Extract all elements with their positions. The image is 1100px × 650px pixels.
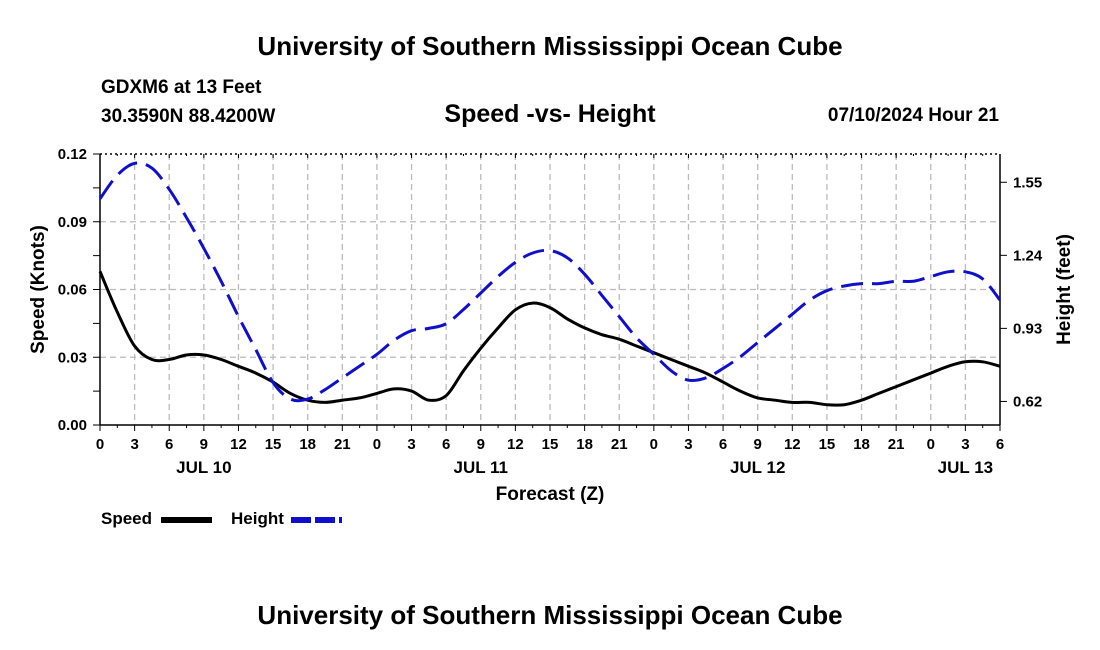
chart-subtitle: Speed -vs- Height [444,100,656,128]
date-label: JUL 11 [454,458,509,477]
series-line-speed [98,270,1001,407]
y2-tick-label: 1.55 [1013,174,1042,191]
y2-tick-label: 1.24 [1013,247,1043,264]
x-tick-label: 6 [996,436,1004,453]
x-tick-label: 21 [334,436,351,453]
x-tick-label: 6 [442,436,450,453]
x-axis-title: Forecast (Z) [496,484,605,505]
station-name: GDXM6 at 13 Feet [101,77,262,98]
x-tick-label: 15 [265,436,282,453]
x-tick-label: 3 [961,436,969,453]
x-tick-label: 9 [200,436,208,453]
x-tick-label: 3 [130,436,138,453]
x-tick-label: 9 [754,436,762,453]
x-tick-label: 12 [230,436,247,453]
x-tick-label: 3 [684,436,692,453]
y-axis-title: Speed (Knots) [28,225,49,354]
x-tick-label: 21 [611,436,628,453]
series-line-height [98,161,1002,403]
date-label: JUL 13 [938,458,993,477]
x-tick-label: 6 [719,436,727,453]
x-tick-label: 15 [542,436,559,453]
x-tick-label: 12 [784,436,801,453]
x-tick-label: 9 [477,436,485,453]
y-tick-label: 0.12 [58,146,87,163]
legend-speed-label: Speed [101,509,153,528]
x-tick-label: 0 [373,436,381,453]
x-tick-label: 6 [165,436,173,453]
y-tick-label: 0.09 [58,214,87,231]
x-tick-label: 15 [819,436,836,453]
forecast-datetime: 07/10/2024 Hour 21 [827,105,999,126]
page-title: University of Southern Mississippi Ocean… [257,31,843,61]
y2-axis-title: Height (feet) [1054,234,1075,345]
x-tick-label: 12 [507,436,524,453]
x-tick-label: 0 [927,436,935,453]
date-label: JUL 10 [176,458,231,477]
y-tick-label: 0.03 [58,349,87,366]
x-tick-label: 0 [650,436,658,453]
x-tick-label: 18 [299,436,316,453]
station-coordinates: 30.3590N 88.4200W [101,106,276,127]
y2-tick-label: 0.93 [1013,320,1042,337]
x-tick-label: 18 [576,436,593,453]
x-tick-label: 3 [407,436,415,453]
date-label: JUL 12 [730,458,785,477]
y2-tick-label: 0.62 [1013,393,1042,410]
x-tick-label: 21 [888,436,905,453]
footer-title: University of Southern Mississippi Ocean… [257,600,843,630]
y-tick-label: 0.00 [58,417,87,434]
y-tick-label: 0.06 [58,282,87,299]
legend-height-label: Height [231,509,284,528]
x-tick-label: 0 [96,436,104,453]
x-tick-label: 18 [853,436,870,453]
